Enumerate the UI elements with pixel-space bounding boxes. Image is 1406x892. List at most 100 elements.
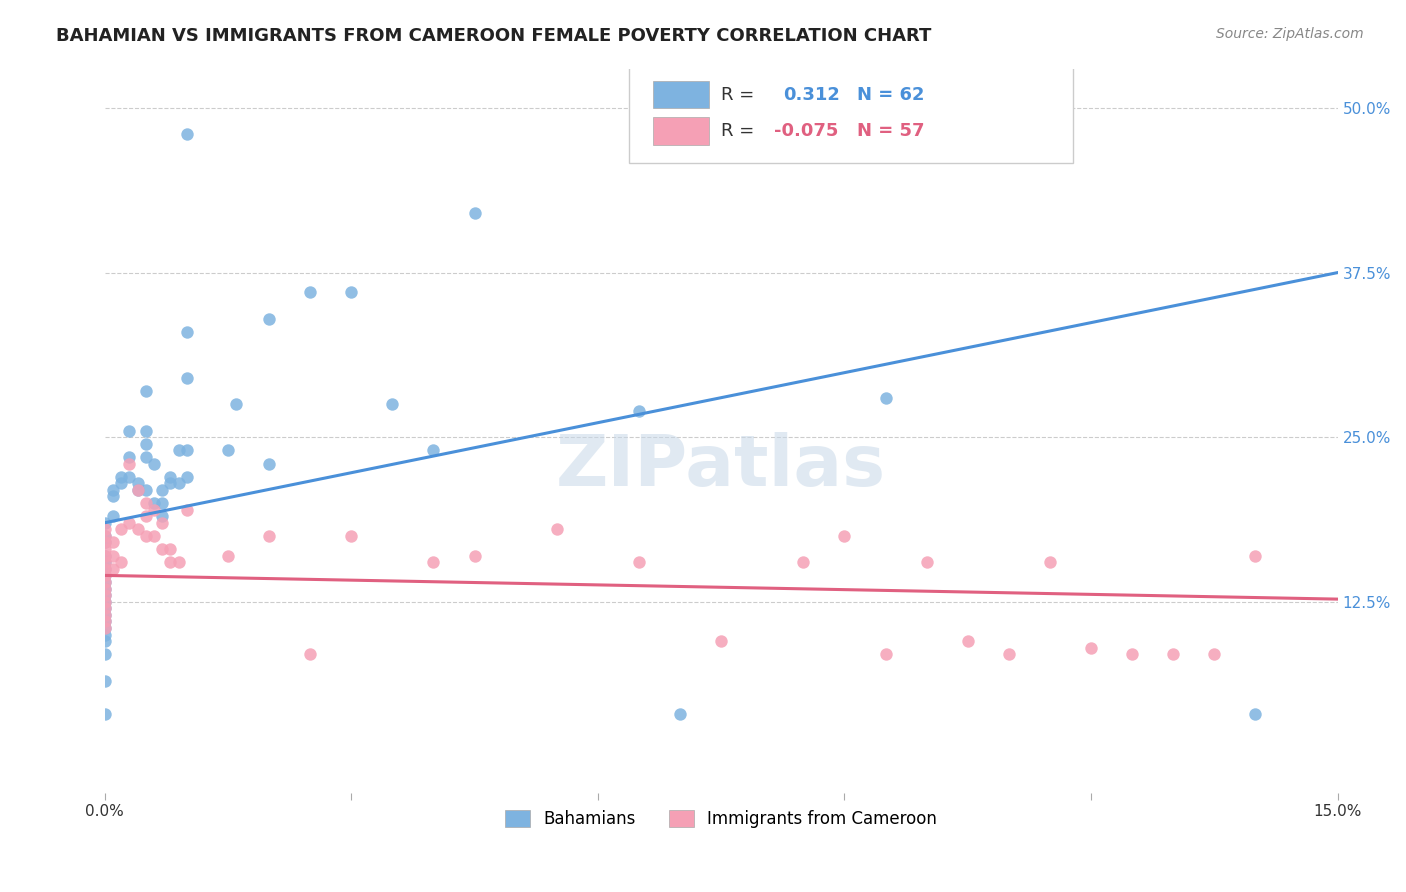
Point bbox=[217, 443, 239, 458]
Point bbox=[118, 457, 141, 471]
Point bbox=[127, 483, 149, 497]
Point bbox=[176, 443, 198, 458]
Legend: Bahamians, Immigrants from Cameroon: Bahamians, Immigrants from Cameroon bbox=[498, 804, 943, 835]
Text: N = 57: N = 57 bbox=[856, 122, 924, 140]
Point bbox=[93, 555, 115, 569]
Point bbox=[135, 384, 157, 398]
Point bbox=[422, 443, 444, 458]
Point bbox=[93, 549, 115, 563]
Point bbox=[93, 568, 115, 582]
Point bbox=[93, 595, 115, 609]
Text: R =: R = bbox=[721, 86, 755, 103]
Point bbox=[257, 457, 280, 471]
Point bbox=[110, 555, 132, 569]
Point bbox=[340, 285, 363, 300]
Point bbox=[118, 516, 141, 530]
Point bbox=[93, 588, 115, 602]
Point bbox=[127, 522, 149, 536]
Point bbox=[257, 311, 280, 326]
Point bbox=[93, 615, 115, 629]
Point bbox=[135, 529, 157, 543]
Text: R =: R = bbox=[721, 122, 755, 140]
Text: Source: ZipAtlas.com: Source: ZipAtlas.com bbox=[1216, 27, 1364, 41]
Point bbox=[93, 542, 115, 557]
Point bbox=[143, 496, 166, 510]
Point bbox=[135, 483, 157, 497]
Point bbox=[159, 542, 181, 557]
Point bbox=[110, 476, 132, 491]
Point bbox=[135, 450, 157, 464]
Point bbox=[118, 450, 141, 464]
Point bbox=[998, 648, 1021, 662]
Point bbox=[93, 529, 115, 543]
Point bbox=[93, 529, 115, 543]
Point bbox=[93, 615, 115, 629]
Point bbox=[110, 522, 132, 536]
Point bbox=[135, 496, 157, 510]
Point bbox=[956, 634, 979, 648]
Point bbox=[101, 490, 124, 504]
Point bbox=[93, 595, 115, 609]
Point bbox=[101, 535, 124, 549]
Point bbox=[93, 516, 115, 530]
Point bbox=[93, 673, 115, 688]
Point bbox=[792, 555, 814, 569]
Point bbox=[93, 588, 115, 602]
Point bbox=[93, 628, 115, 642]
Point bbox=[127, 483, 149, 497]
Point bbox=[167, 476, 190, 491]
Point bbox=[150, 496, 173, 510]
Point bbox=[1204, 648, 1226, 662]
Point bbox=[340, 529, 363, 543]
Point bbox=[167, 443, 190, 458]
Point bbox=[93, 621, 115, 635]
Point bbox=[93, 555, 115, 569]
Point bbox=[176, 128, 198, 142]
Point bbox=[299, 648, 322, 662]
Point bbox=[101, 483, 124, 497]
Point bbox=[150, 483, 173, 497]
Point bbox=[93, 522, 115, 536]
Point bbox=[176, 502, 198, 516]
Point bbox=[93, 535, 115, 549]
Point bbox=[669, 706, 692, 721]
Point bbox=[93, 634, 115, 648]
Point bbox=[101, 562, 124, 576]
Point bbox=[159, 469, 181, 483]
Point bbox=[150, 509, 173, 524]
Text: N = 62: N = 62 bbox=[856, 86, 924, 103]
Point bbox=[627, 555, 650, 569]
Point bbox=[1121, 648, 1143, 662]
Point bbox=[143, 529, 166, 543]
Point bbox=[110, 469, 132, 483]
Point bbox=[93, 607, 115, 622]
Point bbox=[167, 555, 190, 569]
Point bbox=[299, 285, 322, 300]
Point bbox=[118, 424, 141, 438]
Point bbox=[93, 568, 115, 582]
Point bbox=[217, 549, 239, 563]
FancyBboxPatch shape bbox=[628, 65, 1073, 162]
Point bbox=[1244, 549, 1267, 563]
Point bbox=[93, 574, 115, 589]
Point bbox=[159, 476, 181, 491]
Point bbox=[176, 469, 198, 483]
Point bbox=[93, 706, 115, 721]
FancyBboxPatch shape bbox=[654, 117, 709, 145]
Point bbox=[875, 648, 897, 662]
Point bbox=[135, 424, 157, 438]
Point bbox=[546, 522, 568, 536]
Point bbox=[176, 371, 198, 385]
Point bbox=[101, 509, 124, 524]
Point bbox=[1161, 648, 1184, 662]
Point bbox=[627, 404, 650, 418]
Point bbox=[710, 634, 733, 648]
Point bbox=[135, 509, 157, 524]
Point bbox=[93, 535, 115, 549]
Point bbox=[381, 397, 404, 411]
Point bbox=[93, 601, 115, 615]
Point bbox=[1080, 640, 1102, 655]
Point bbox=[143, 502, 166, 516]
Point bbox=[93, 549, 115, 563]
Text: ZIPatlas: ZIPatlas bbox=[557, 433, 886, 501]
